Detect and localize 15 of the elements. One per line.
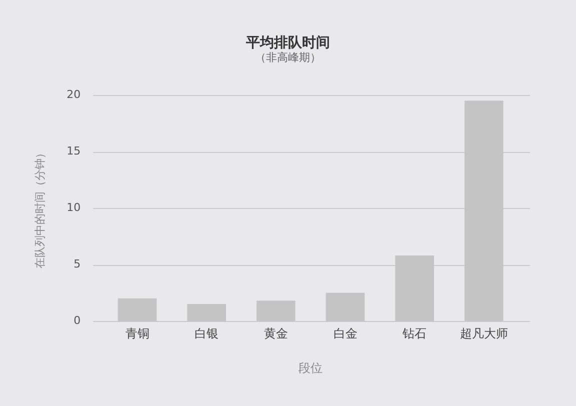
y-tick-label: 20 — [66, 88, 81, 101]
x-tick-label: 黄金 — [264, 326, 288, 340]
y-tick-label: 10 — [66, 200, 81, 214]
chart-subtitle: （非高峰期） — [254, 51, 322, 65]
x-tick-label: 钻石 — [402, 326, 427, 340]
chart-title: 平均排队时间 — [245, 34, 331, 52]
x-tick-label: 白银 — [194, 326, 219, 340]
x-axis-title: 段位 — [298, 360, 323, 375]
y-tick-label: 15 — [66, 144, 81, 158]
y-axis-title: 在队列中的时间（分钟） — [33, 148, 46, 268]
x-tick-label: 白金 — [333, 326, 358, 340]
x-tick-label: 超凡大师 — [460, 326, 508, 340]
x-tick-label: 青铜 — [125, 326, 150, 340]
y-tick-label: 5 — [74, 257, 81, 270]
y-tick-label: 0 — [74, 314, 81, 327]
